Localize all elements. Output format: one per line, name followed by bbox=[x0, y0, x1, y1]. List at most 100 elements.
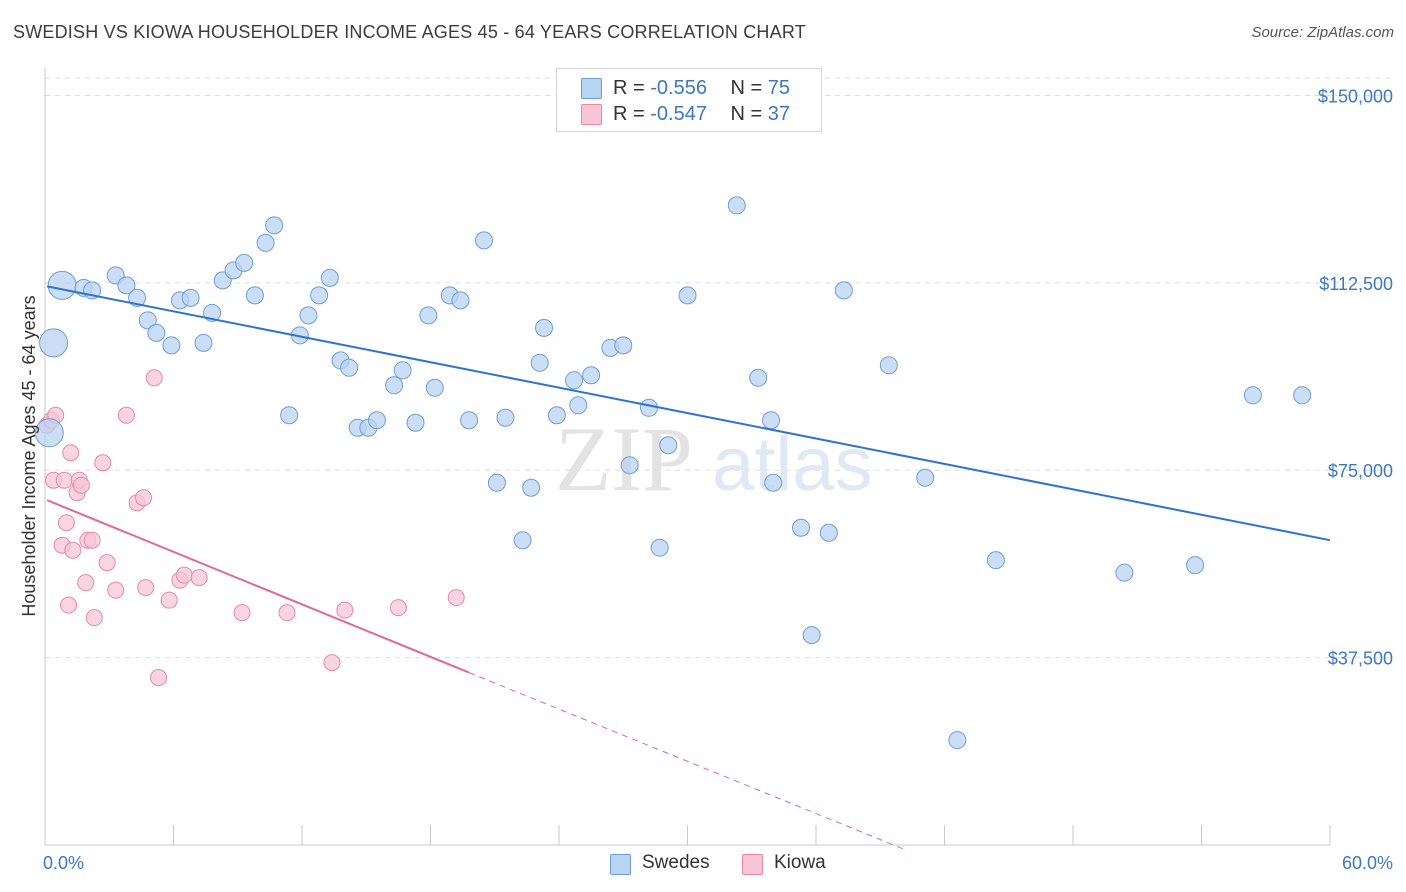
swedes-point bbox=[834, 281, 853, 300]
kiowa-point bbox=[55, 471, 73, 489]
kiowa-legend-label: Kiowa bbox=[774, 852, 826, 873]
swedes-point bbox=[265, 216, 284, 235]
swedes-point bbox=[162, 336, 181, 355]
swedes-point bbox=[614, 336, 633, 355]
kiowa-point bbox=[160, 591, 178, 609]
swedes-point bbox=[948, 731, 967, 750]
swedes-point bbox=[916, 468, 935, 487]
swedes-point bbox=[764, 473, 783, 492]
swedes-point bbox=[419, 306, 438, 325]
swedes-swatch bbox=[581, 78, 602, 99]
swedes-point bbox=[650, 538, 669, 557]
swedes-point bbox=[620, 456, 639, 475]
kiowa-point bbox=[336, 601, 354, 619]
swedes-point bbox=[128, 288, 147, 307]
swedes-point bbox=[47, 270, 77, 300]
swedes-point bbox=[564, 371, 583, 390]
swedes-point bbox=[117, 276, 136, 295]
swedes-point bbox=[1243, 386, 1262, 405]
legend-n-label: N = bbox=[730, 77, 763, 99]
swedes-point bbox=[639, 398, 658, 417]
y-tick-label: $112,500 bbox=[1319, 274, 1393, 294]
kiowa-point bbox=[175, 566, 193, 584]
y-tick-label: $150,000 bbox=[1318, 86, 1393, 106]
kiowa-points bbox=[38, 369, 465, 687]
swedes-point bbox=[256, 233, 275, 252]
swedes-point bbox=[406, 413, 425, 432]
swedes-point bbox=[138, 311, 157, 330]
swedes-point bbox=[762, 411, 781, 430]
swedes-point bbox=[340, 358, 359, 377]
swedes-point bbox=[535, 318, 554, 337]
y-tick-label: $37,500 bbox=[1328, 649, 1393, 669]
kiowa-point bbox=[389, 599, 407, 617]
kiowa-point bbox=[135, 489, 153, 507]
swedes-points bbox=[34, 101, 1312, 750]
kiowa-point bbox=[98, 554, 116, 572]
swedes-point bbox=[749, 368, 768, 387]
swedes-point bbox=[522, 478, 541, 497]
correlation-legend: R = -0.556 N = 75 R = -0.547 N = 37 bbox=[556, 68, 822, 132]
swedes-point bbox=[299, 306, 318, 325]
kiowa-point bbox=[64, 541, 82, 559]
swedes-point bbox=[451, 291, 470, 310]
swedes-point bbox=[1115, 563, 1134, 582]
watermark-atlas: atlas bbox=[712, 422, 873, 507]
swedes-legend-label: Swedes bbox=[642, 852, 710, 873]
swedes-point bbox=[245, 286, 264, 305]
kiowa-point bbox=[85, 609, 103, 627]
chart-title: SWEDISH VS KIOWA HOUSEHOLDER INCOME AGES… bbox=[13, 22, 806, 42]
swedes-point bbox=[659, 436, 678, 455]
y-tick-label: $75,000 bbox=[1328, 461, 1393, 481]
source-label: Source: ZipAtlas.com bbox=[1251, 24, 1394, 41]
trend-lines bbox=[46, 285, 1331, 851]
swedes-point bbox=[310, 286, 329, 305]
kiowa-point bbox=[190, 569, 208, 587]
x-tick-label-max: 60.0% bbox=[1342, 853, 1393, 873]
swedes-point bbox=[367, 411, 386, 430]
swedes-swatch bbox=[610, 854, 631, 875]
kiowa-n-value: 37 bbox=[767, 103, 791, 125]
swedes-point bbox=[986, 551, 1005, 570]
swedes-r-value: -0.556 bbox=[650, 77, 707, 99]
swedes-point bbox=[385, 376, 404, 395]
kiowa-point bbox=[107, 581, 125, 599]
swedes-point bbox=[475, 231, 494, 250]
kiowa-point bbox=[62, 444, 80, 462]
kiowa-point bbox=[60, 596, 78, 614]
swedes-point bbox=[425, 378, 444, 397]
kiowa-swatch bbox=[581, 104, 602, 125]
swedes-point bbox=[530, 353, 549, 372]
kiowa-point bbox=[150, 669, 168, 687]
swedes-point bbox=[1186, 556, 1205, 575]
legend-r-label: R = bbox=[613, 103, 645, 125]
swedes-point bbox=[496, 408, 515, 427]
y-axis-label: Householder Income Ages 45 - 64 years bbox=[19, 295, 39, 616]
kiowa-point bbox=[145, 369, 163, 387]
swedes-n-value: 75 bbox=[767, 77, 791, 99]
swedes-point bbox=[879, 356, 898, 375]
swedes-point bbox=[1293, 386, 1312, 405]
swedes-point bbox=[802, 626, 821, 645]
swedes-point bbox=[582, 366, 601, 385]
swedes-point bbox=[678, 286, 697, 305]
swedes-point bbox=[39, 328, 69, 358]
kiowa-point bbox=[72, 476, 90, 494]
kiowa-point bbox=[83, 531, 101, 549]
kiowa-point bbox=[77, 574, 95, 592]
kiowa-swatch bbox=[742, 854, 763, 875]
kiowa-trend-extension bbox=[468, 672, 907, 851]
x-tick-label-min: 0.0% bbox=[43, 853, 84, 873]
swedes-point bbox=[792, 518, 811, 537]
swedes-point bbox=[727, 196, 746, 215]
swedes-trend-line bbox=[46, 285, 1331, 542]
kiowa-point bbox=[94, 454, 112, 472]
kiowa-point bbox=[137, 579, 155, 597]
axes bbox=[44, 68, 1331, 846]
swedes-point bbox=[194, 333, 213, 352]
swedes-point bbox=[819, 523, 838, 542]
swedes-point bbox=[280, 406, 299, 425]
swedes-point bbox=[147, 323, 166, 342]
kiowa-point bbox=[117, 406, 135, 424]
swedes-point bbox=[513, 531, 532, 550]
